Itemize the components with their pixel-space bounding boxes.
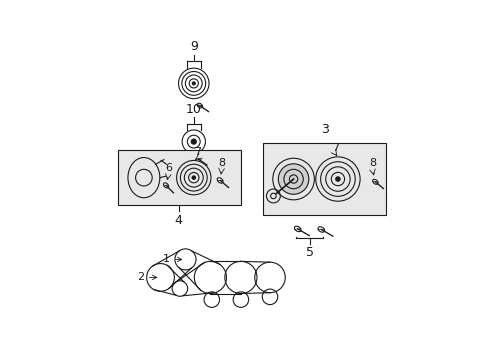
- Ellipse shape: [163, 183, 168, 188]
- Ellipse shape: [217, 178, 223, 183]
- Text: 6: 6: [164, 163, 171, 173]
- Text: 8: 8: [368, 158, 375, 168]
- Ellipse shape: [294, 226, 301, 231]
- Text: 7: 7: [194, 147, 201, 157]
- Circle shape: [335, 177, 340, 181]
- Circle shape: [192, 82, 195, 85]
- Text: 9: 9: [189, 40, 197, 53]
- Text: 4: 4: [174, 214, 182, 227]
- Ellipse shape: [197, 103, 202, 108]
- Bar: [117, 150, 241, 205]
- Text: 8: 8: [218, 158, 224, 168]
- Circle shape: [191, 139, 196, 144]
- Bar: [263, 143, 386, 215]
- Ellipse shape: [196, 157, 201, 162]
- Text: 7: 7: [331, 143, 339, 153]
- Text: 3: 3: [321, 123, 329, 136]
- Text: 10: 10: [185, 103, 202, 116]
- Circle shape: [192, 176, 195, 179]
- Ellipse shape: [317, 227, 324, 232]
- Circle shape: [278, 164, 308, 194]
- Text: 5: 5: [305, 246, 313, 259]
- Text: 2: 2: [137, 273, 157, 283]
- Ellipse shape: [372, 179, 377, 184]
- Text: 1: 1: [163, 255, 182, 264]
